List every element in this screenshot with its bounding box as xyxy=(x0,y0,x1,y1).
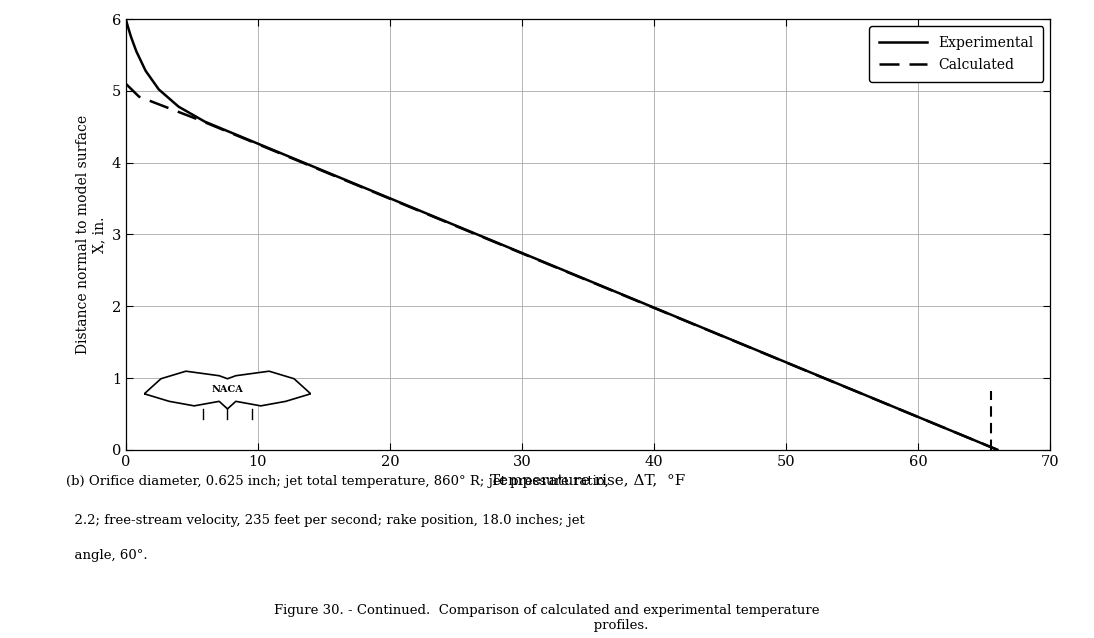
Experimental xyxy=(369,189,382,197)
Experimental xyxy=(931,421,944,429)
Line: Calculated: Calculated xyxy=(126,84,998,450)
Text: (b) Orifice diameter, 0.625 inch; jet total temperature, 860° R; jet pressure ra: (b) Orifice diameter, 0.625 inch; jet to… xyxy=(66,475,608,488)
Experimental xyxy=(119,15,132,23)
Experimental xyxy=(630,297,643,304)
Line: Experimental: Experimental xyxy=(126,19,998,450)
Calculated xyxy=(283,153,296,161)
Y-axis label: Distance normal to model surface
X, in.: Distance normal to model surface X, in. xyxy=(75,115,106,354)
Calculated xyxy=(119,80,132,87)
Experimental xyxy=(125,33,138,41)
Calculated xyxy=(212,124,225,132)
Calculated xyxy=(758,350,771,357)
Legend: Experimental, Calculated: Experimental, Calculated xyxy=(869,26,1044,82)
Calculated xyxy=(334,174,347,182)
Calculated xyxy=(991,446,1004,454)
Experimental xyxy=(549,263,562,271)
X-axis label: Temperature rise, ΔT,  °F: Temperature rise, ΔT, °F xyxy=(490,474,686,488)
Calculated xyxy=(808,371,822,378)
Text: angle, 60°.: angle, 60°. xyxy=(66,549,148,561)
Calculated xyxy=(657,308,671,316)
Experimental xyxy=(991,446,1004,454)
Text: 2.2; free-stream velocity, 235 feet per second; rake position, 18.0 inches; jet: 2.2; free-stream velocity, 235 feet per … xyxy=(66,514,584,526)
Text: Figure 30. - Continued.  Comparison of calculated and experimental temperature
 : Figure 30. - Continued. Comparison of ca… xyxy=(275,604,819,632)
Experimental xyxy=(359,184,372,192)
